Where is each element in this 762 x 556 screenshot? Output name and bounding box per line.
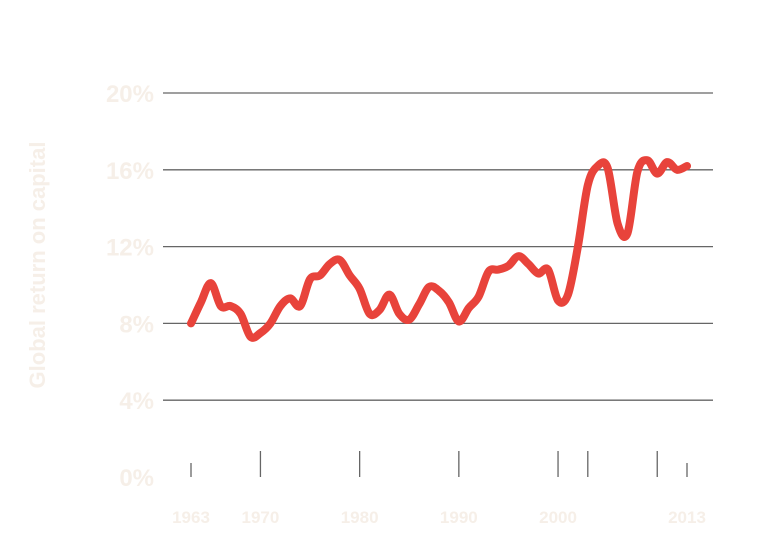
y-tick-label: 0% <box>119 465 154 492</box>
y-tick-label: 20% <box>106 81 154 108</box>
y-axis-tick-labels: 0% 4% 8% 12% 16% 20% <box>106 81 154 492</box>
y-tick-label: 12% <box>106 235 154 262</box>
y-tick-label: 8% <box>119 311 154 338</box>
x-tick-label: 2013 <box>668 508 706 527</box>
x-tick-label: 2000 <box>539 508 577 527</box>
y-tick-label: 16% <box>106 158 154 185</box>
x-tick-label: 1963 <box>172 508 210 527</box>
gridlines <box>163 92 713 401</box>
x-axis-ticks <box>190 451 688 477</box>
x-tick-label: 1990 <box>440 508 478 527</box>
series-line-0 <box>187 156 691 342</box>
x-axis-tick-labels: 1963 1970 1980 1990 2000 2013 <box>172 508 706 527</box>
y-tick-label: 4% <box>119 388 154 415</box>
y-axis-label: Global return on capital <box>25 142 50 389</box>
x-tick-label: 1970 <box>242 508 280 527</box>
x-tick-label: 1980 <box>341 508 379 527</box>
series-layer <box>187 156 691 342</box>
